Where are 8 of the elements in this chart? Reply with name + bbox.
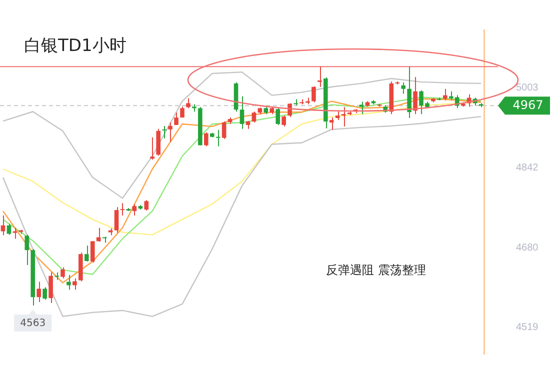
y-tick-label: 4519	[516, 322, 539, 334]
y-tick-label: 5003	[516, 82, 539, 94]
y-tick-label: 4680	[516, 242, 539, 254]
chart-title: 白银TD1小时	[24, 35, 126, 57]
annotation: 反弹遇阻 震荡整理	[326, 262, 426, 279]
annotation: 4563	[20, 318, 46, 330]
y-tick-label: 4842	[516, 162, 539, 174]
ref-line-label: 4967	[512, 98, 544, 112]
